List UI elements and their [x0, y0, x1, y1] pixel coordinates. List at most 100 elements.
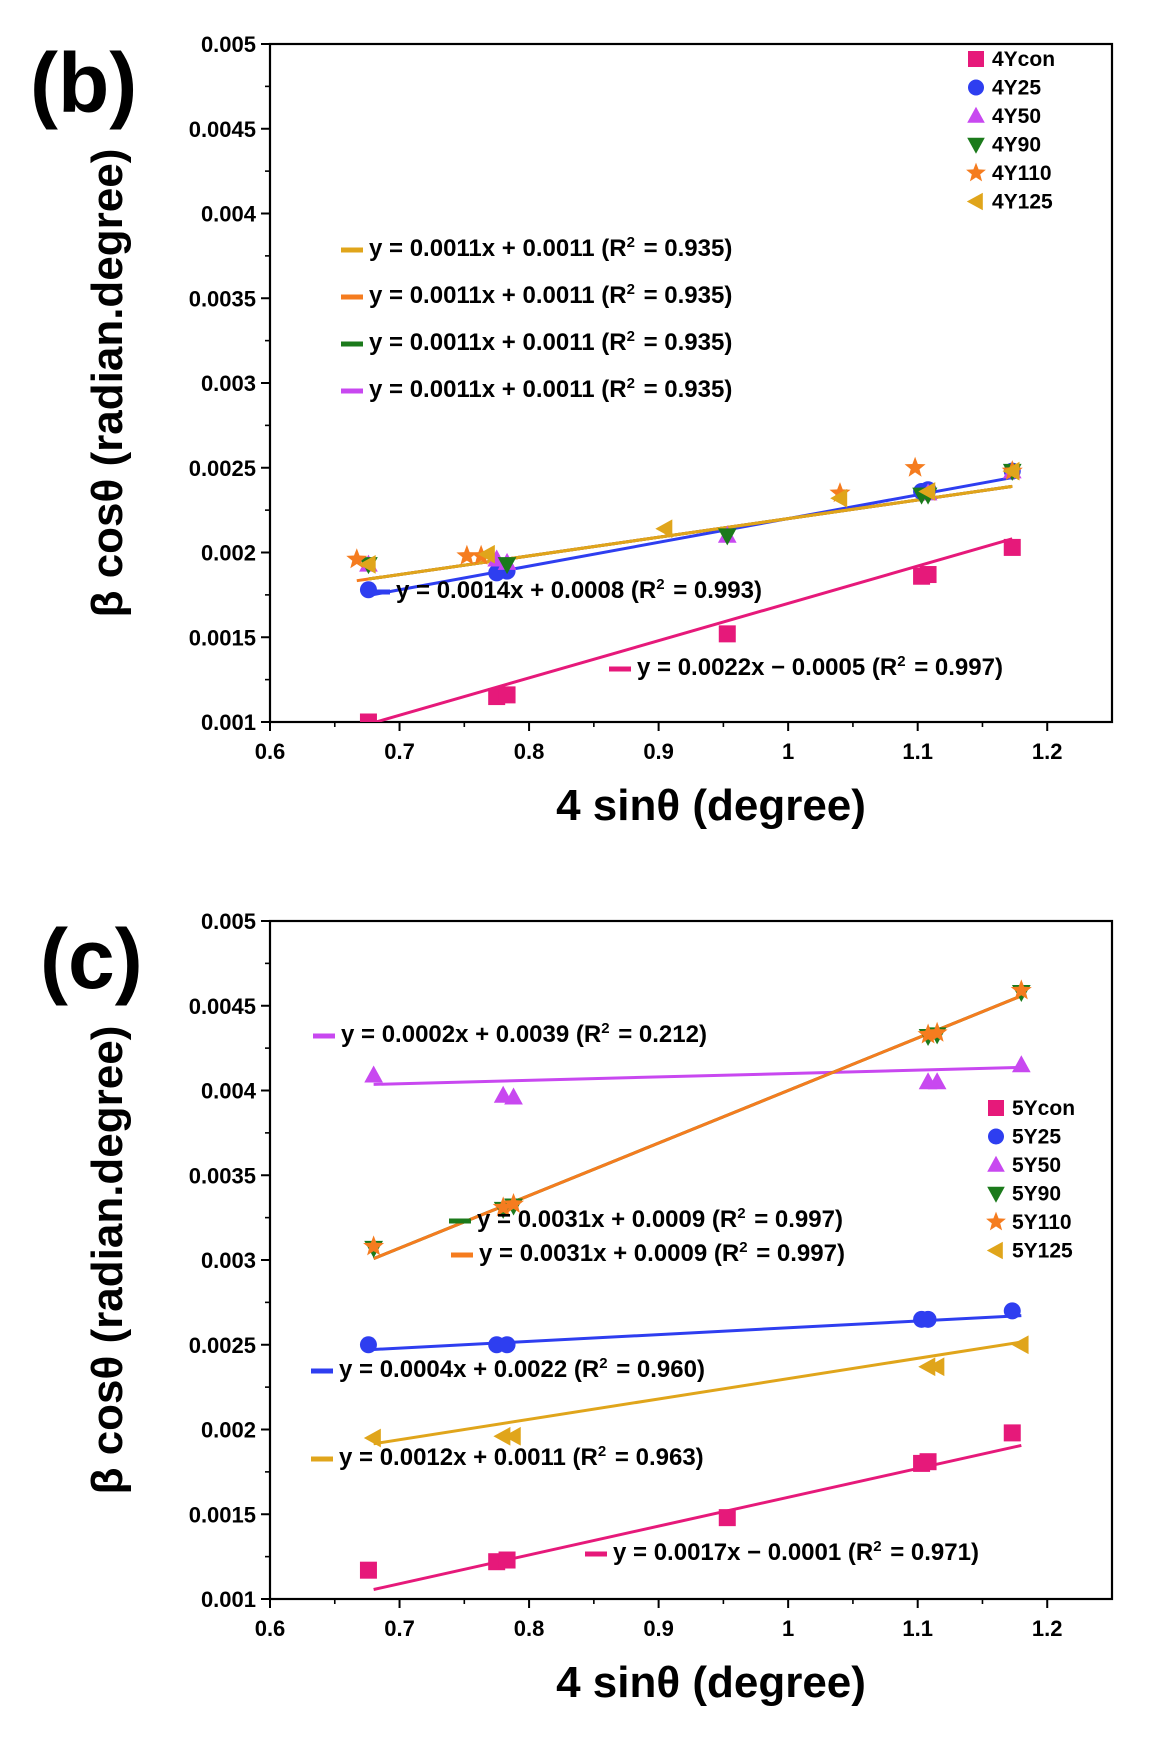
x-tick-label: 0.8	[514, 739, 545, 764]
x-tick-label: 0.8	[514, 1616, 545, 1641]
legend-marker-5Y125	[986, 1241, 1003, 1260]
fit-equation-4Y50: y = 0.0011x + 0.0011 (R2 = 0.935)	[369, 375, 732, 403]
fit-line-5Y125	[373, 1340, 1022, 1446]
data-point-5Y110	[363, 1235, 385, 1256]
data-point-5Y125	[503, 1426, 521, 1446]
data-point-5Y125	[918, 1357, 936, 1377]
data-point-5Ycon	[718, 1509, 736, 1527]
legend-label-4Y90: 4Y90	[992, 134, 1041, 157]
data-point-5Y25	[919, 1310, 937, 1328]
fit-line-5Y110	[373, 994, 1022, 1261]
data-point-4Y90	[497, 557, 517, 575]
data-point-5Ycon	[359, 1561, 377, 1579]
y-tick-label: 0.005	[201, 909, 256, 934]
legend-label-5Y25: 5Y25	[1012, 1126, 1061, 1149]
y-tick-label: 0.001	[201, 1587, 256, 1612]
fit-equation-5Y25: y = 0.0004x + 0.0022 (R2 = 0.960)	[339, 1355, 705, 1383]
legend-label-4Ycon: 4Ycon	[992, 48, 1055, 71]
data-point-5Y110	[926, 1021, 948, 1042]
x-tick-label: 1	[782, 1616, 794, 1641]
data-point-5Y110	[1010, 979, 1032, 1000]
legend-label-5Ycon: 5Ycon	[1012, 1097, 1075, 1120]
fit-equation-4Ycon: y = 0.0022x − 0.0005 (R2 = 0.997)	[637, 653, 1003, 681]
legend-label-4Y110: 4Y110	[992, 162, 1052, 185]
data-point-4Ycon	[919, 566, 937, 584]
fit-equation-5Y125: y = 0.0012x + 0.0011 (R2 = 0.963)	[339, 1443, 704, 1471]
data-point-5Y25	[1003, 1302, 1021, 1320]
y-tick-label: 0.005	[201, 32, 256, 57]
legend-label-4Y125: 4Y125	[992, 191, 1053, 214]
fit-equation-5Y90: y = 0.0031x + 0.0009 (R2 = 0.997)	[477, 1205, 843, 1233]
x-tick-label: 1.2	[1032, 1616, 1063, 1641]
data-point-5Y125	[1011, 1335, 1029, 1355]
legend-marker-5Y90	[987, 1186, 1005, 1203]
x-tick-label: 0.7	[384, 739, 415, 764]
y-tick-label: 0.0025	[189, 456, 256, 481]
x-axis-title: 4 sinθ (degree)	[556, 781, 866, 830]
data-point-5Y25	[359, 1336, 377, 1354]
fit-equation-4Y25: y = 0.0014x + 0.0008 (R2 = 0.993)	[396, 576, 762, 604]
legend-marker-5Ycon	[988, 1100, 1004, 1116]
legend-label-5Y50: 5Y50	[1012, 1154, 1061, 1177]
y-axis-title: β cosθ (radian.degree)	[83, 149, 132, 618]
y-tick-label: 0.001	[201, 710, 256, 735]
data-point-5Ycon	[498, 1551, 516, 1569]
data-point-4Ycon	[1003, 538, 1021, 556]
legend-marker-5Y50	[987, 1155, 1005, 1172]
legend-marker-4Y110	[966, 162, 986, 182]
data-point-5Y50	[504, 1087, 523, 1105]
data-point-4Y110	[904, 456, 926, 477]
data-point-4Ycon	[359, 713, 377, 722]
y-tick-label: 0.003	[201, 1248, 256, 1273]
y-tick-label: 0.0035	[189, 286, 256, 311]
plot-area	[346, 456, 1023, 722]
legend-marker-4Y90	[967, 137, 985, 154]
data-point-4Y125	[918, 482, 936, 501]
data-point-5Y125	[493, 1426, 511, 1446]
data-point-5Y110	[492, 1196, 514, 1217]
fit-line-5Y50	[373, 1065, 1022, 1086]
y-tick-label: 0.0015	[189, 625, 256, 650]
data-point-4Ycon	[498, 686, 516, 704]
data-point-5Y50	[364, 1065, 383, 1083]
data-point-5Ycon	[1003, 1424, 1021, 1442]
panel-label: (c)	[40, 912, 143, 1006]
y-tick-label: 0.0045	[189, 117, 256, 142]
x-tick-label: 1	[782, 739, 794, 764]
legend-marker-5Y110	[986, 1211, 1006, 1231]
data-point-4Y125	[358, 555, 376, 574]
data-point-5Y25	[498, 1336, 516, 1354]
panel-label: (b)	[30, 36, 137, 130]
legend: 5Ycon 5Y25 5Y50 5Y90 5Y110 5Y125	[986, 1097, 1075, 1263]
data-point-4Ycon	[718, 625, 736, 643]
y-tick-label: 0.0025	[189, 1333, 256, 1358]
y-tick-label: 0.0045	[189, 994, 256, 1019]
data-point-5Y50	[1011, 1055, 1031, 1073]
chart-panel-c: (c) 0.6 0.7 0.8 0.9 1 1.1 1.2 0.001 0.0015 0.002 0.…	[40, 909, 1114, 1707]
y-tick-label: 0.004	[201, 202, 257, 227]
x-tick-label: 0.6	[255, 1616, 286, 1641]
plot-area	[359, 979, 1032, 1591]
data-point-5Y125	[363, 1428, 381, 1448]
legend-marker-4Y25	[968, 79, 984, 96]
legend-marker-4Y50	[967, 106, 985, 123]
legend-marker-4Ycon	[968, 51, 984, 67]
x-axis-title: 4 sinθ (degree)	[556, 1658, 866, 1707]
data-point-5Y110	[917, 1023, 939, 1044]
legend-marker-4Y125	[966, 192, 983, 211]
data-point-5Y50	[927, 1072, 947, 1090]
data-point-4Y125	[477, 544, 495, 564]
legend-marker-5Y25	[988, 1128, 1004, 1145]
y-tick-label: 0.002	[201, 541, 256, 566]
fit-equation-5Y50: y = 0.0002x + 0.0039 (R2 = 0.212)	[341, 1020, 707, 1048]
data-point-4Y125	[830, 488, 848, 508]
fit-equation-5Ycon: y = 0.0017x − 0.0001 (R2 = 0.971)	[613, 1538, 979, 1566]
x-tick-label: 0.6	[255, 739, 286, 764]
data-point-5Y125	[927, 1357, 945, 1377]
legend-label-5Y110: 5Y110	[1012, 1211, 1072, 1234]
data-point-4Y110	[829, 482, 851, 503]
x-tick-label: 1.1	[902, 1616, 933, 1641]
legend-label-4Y50: 4Y50	[992, 105, 1041, 128]
y-axis-title: β cosθ (radian.degree)	[83, 1026, 132, 1495]
y-tick-label: 0.0035	[189, 1163, 256, 1188]
